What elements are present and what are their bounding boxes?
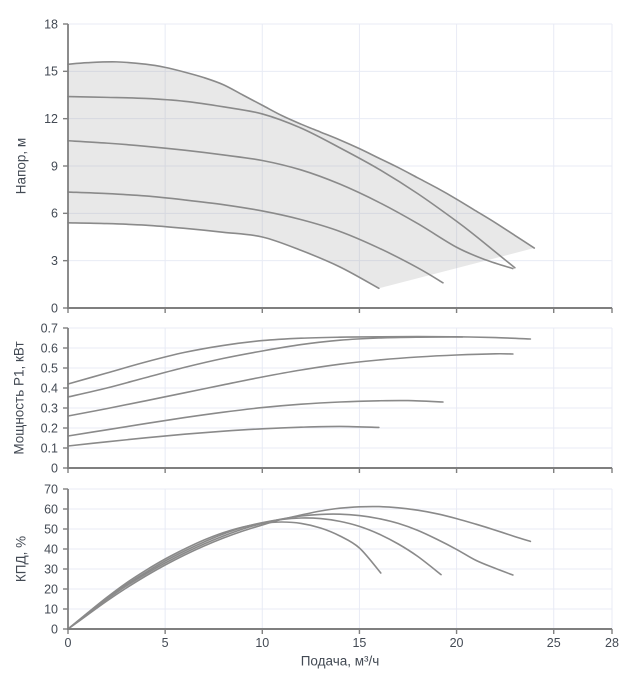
efficiency-y-tick-label: 50 bbox=[44, 522, 58, 536]
head-y-tick-label: 3 bbox=[51, 254, 58, 268]
power-curve-5 bbox=[67, 425, 380, 447]
head-curve-1 bbox=[67, 61, 536, 249]
efficiency-series bbox=[67, 505, 532, 630]
power-y-tick-label: 0.4 bbox=[41, 381, 58, 395]
x-axis-tick-label: 10 bbox=[255, 636, 269, 650]
head-curve-5 bbox=[67, 222, 380, 290]
x-axis-tick-label: 5 bbox=[162, 636, 169, 650]
power-y-tick-label: 0.2 bbox=[41, 421, 58, 435]
head-y-tick-label: 6 bbox=[51, 207, 58, 221]
efficiency-curve-1 bbox=[67, 505, 532, 630]
efficiency-y-tick-label: 60 bbox=[44, 502, 58, 516]
power-curve-1 bbox=[67, 335, 532, 385]
efficiency-grid bbox=[68, 488, 613, 629]
head-grid bbox=[68, 23, 613, 308]
power-y-tick-label: 0.3 bbox=[41, 401, 58, 415]
power-series bbox=[67, 335, 532, 447]
power-y-tick-label: 0.5 bbox=[41, 361, 58, 375]
head-y-tick-label: 18 bbox=[44, 17, 58, 31]
head-curve-2 bbox=[67, 95, 516, 269]
head-curve-3 bbox=[67, 139, 514, 270]
power-grid bbox=[68, 327, 613, 468]
head-axis-title: Напор, м bbox=[13, 137, 29, 195]
efficiency-y-tick-label: 30 bbox=[44, 562, 58, 576]
head-y-tick-label: 15 bbox=[44, 65, 58, 79]
power-y-tick-labels: 0 0.1 0.2 0.3 0.4 0.5 0.6 0.7 bbox=[41, 321, 58, 475]
efficiency-y-tick-label: 40 bbox=[44, 542, 58, 556]
power-y-tick-label: 0.6 bbox=[41, 341, 58, 355]
x-axis-tick-label: 20 bbox=[450, 636, 464, 650]
flow-axis-title: Подача, м³/ч bbox=[300, 653, 380, 669]
x-axis-tick-label: 0 bbox=[65, 636, 72, 650]
power-axes bbox=[63, 327, 613, 473]
x-axis-tick-label: 28 bbox=[605, 636, 619, 650]
power-axis-title: Мощность P1, кВт bbox=[11, 341, 27, 455]
efficiency-axes bbox=[63, 488, 613, 634]
head-y-tick-labels: 0 3 6 9 12 15 18 bbox=[44, 17, 58, 315]
efficiency-y-tick-label: 10 bbox=[44, 602, 58, 616]
x-axis-tick-label: 25 bbox=[547, 636, 561, 650]
power-y-tick-label: 0 bbox=[51, 461, 58, 475]
power-curve-2 bbox=[67, 336, 464, 398]
head-series bbox=[67, 61, 536, 290]
efficiency-y-tick-labels: 0 10 20 30 40 50 60 70 bbox=[44, 482, 58, 636]
head-y-tick-label: 12 bbox=[44, 112, 58, 126]
power-curve-3 bbox=[67, 352, 514, 417]
efficiency-y-tick-label: 20 bbox=[44, 582, 58, 596]
head-curve-4 bbox=[67, 191, 444, 284]
head-y-tick-label: 9 bbox=[51, 159, 58, 173]
power-curve-4 bbox=[67, 399, 444, 437]
efficiency-curve-4 bbox=[67, 521, 382, 630]
efficiency-curve-3 bbox=[67, 517, 442, 630]
head-axes bbox=[63, 23, 613, 313]
efficiency-y-tick-label: 70 bbox=[44, 482, 58, 496]
power-y-tick-label: 0.7 bbox=[41, 321, 58, 335]
head-operating-envelope bbox=[68, 61, 535, 289]
head-y-tick-label: 0 bbox=[51, 301, 58, 315]
x-axis-tick-label: 15 bbox=[352, 636, 366, 650]
efficiency-y-tick-label: 0 bbox=[51, 622, 58, 636]
efficiency-curve-2 bbox=[67, 513, 514, 630]
x-axis-tick-labels: 0 5 10 15 20 25 28 bbox=[65, 636, 619, 650]
power-y-tick-label: 0.1 bbox=[41, 441, 58, 455]
efficiency-axis-title: КПД, % bbox=[13, 535, 29, 583]
